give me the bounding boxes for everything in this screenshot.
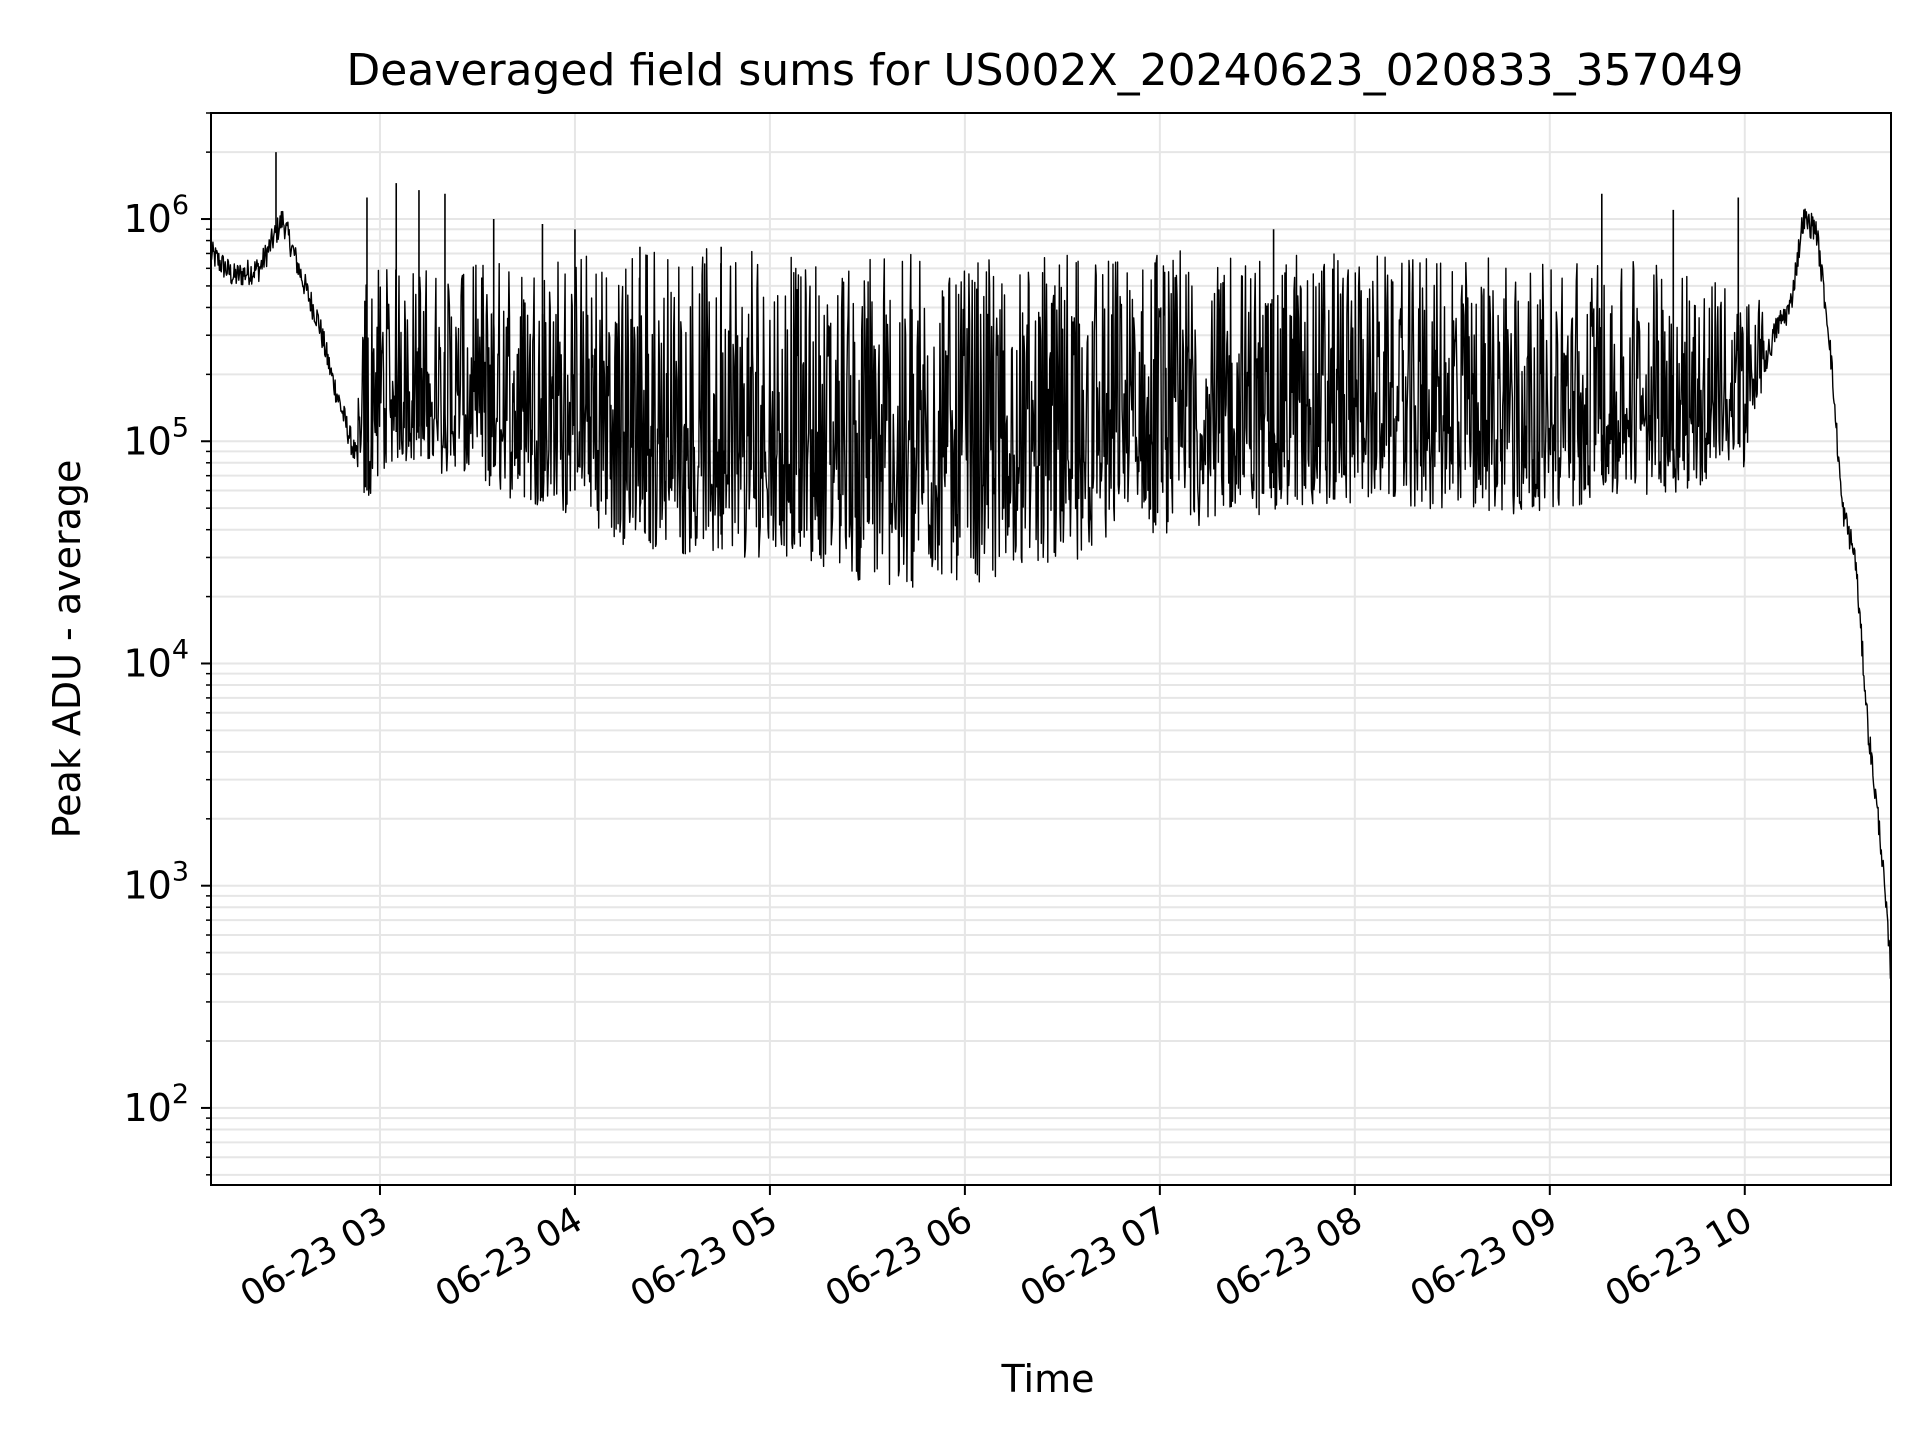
series-line	[211, 208, 1891, 980]
series-layer	[211, 152, 1891, 980]
series-group	[211, 152, 1891, 980]
y-tick-label: 106	[123, 190, 189, 241]
minor-grid	[211, 112, 1891, 1176]
y-tick-label: 105	[123, 412, 189, 463]
y-tick-label: 104	[123, 634, 189, 685]
chart-title: Deaveraged field sums for US002X_2024062…	[346, 45, 1743, 96]
x-axis-label: Time	[1001, 1357, 1095, 1401]
y-axis-ticks: 102 103 104 105 106	[123, 112, 211, 1176]
y-tick-label: 103	[123, 857, 189, 908]
y-axis-label: Peak ADU - average	[45, 460, 89, 839]
plot-frame	[210, 112, 1892, 1186]
y-tick-label: 102	[123, 1079, 189, 1130]
